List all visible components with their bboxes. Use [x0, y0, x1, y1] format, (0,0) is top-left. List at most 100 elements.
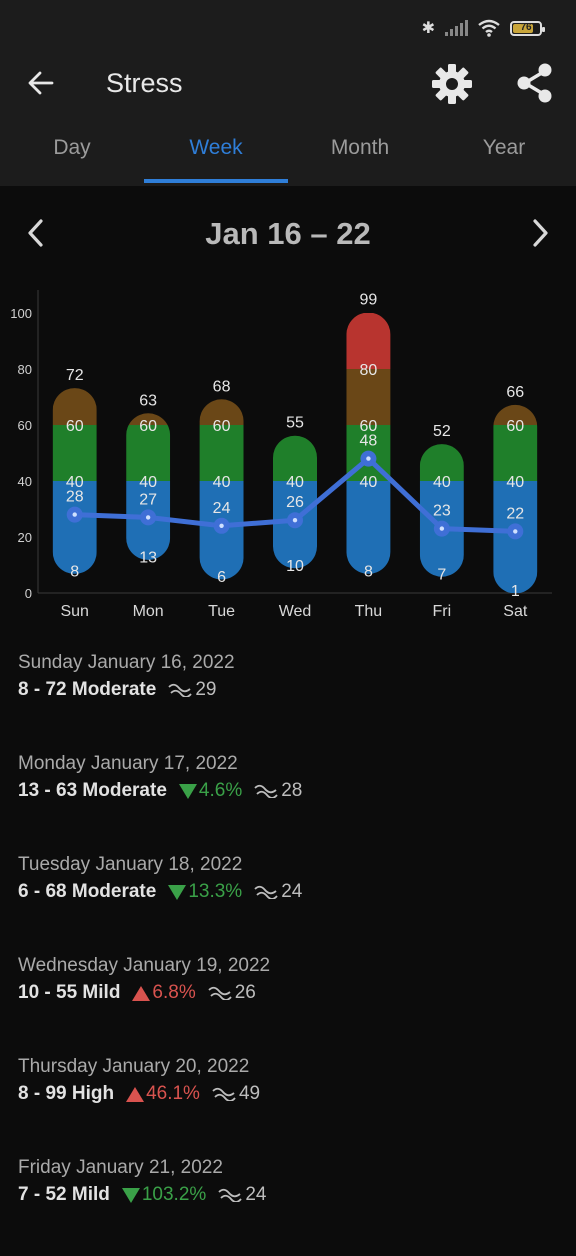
day-date: Tuesday January 18, 2022	[18, 854, 243, 875]
x-tick-label: Sun	[60, 603, 88, 620]
bar-segment	[52, 388, 97, 425]
change-percent: 6.8%	[152, 982, 196, 1003]
tab-day[interactable]: Day	[53, 136, 91, 159]
previous-week-icon[interactable]	[22, 216, 50, 250]
average-value-label: 24	[213, 500, 231, 517]
stress-bar-thu	[346, 313, 391, 574]
average-value: 28	[281, 780, 303, 801]
band-boundary-label: 40	[506, 474, 524, 491]
bar-segment	[199, 425, 244, 481]
day-range: 13 - 63 Moderate	[18, 780, 167, 801]
band-boundary-label: 40	[286, 474, 304, 491]
average-point-center	[439, 526, 445, 531]
day-date: Wednesday January 19, 2022	[18, 955, 271, 976]
date-range: Jan 16 – 22	[205, 216, 371, 251]
share-icon[interactable]	[514, 62, 556, 104]
bar-segment	[346, 369, 391, 425]
bar-segment	[493, 425, 538, 481]
tab-month[interactable]: Month	[330, 136, 390, 159]
back-arrow-icon[interactable]	[26, 68, 56, 98]
x-tick-label: Mon	[133, 603, 164, 620]
bar-segment	[346, 481, 391, 574]
next-week-icon[interactable]	[526, 216, 554, 250]
min-value-label: 8	[364, 564, 373, 581]
day-range: 8 - 99 High	[18, 1083, 115, 1104]
bar-segment	[493, 404, 538, 425]
day-stats: 8 - 99 High 46.1% 49	[18, 1080, 558, 1108]
min-value-label: 6	[217, 569, 226, 586]
day-summary-item[interactable]: Sunday January 16, 2022 8 - 72 Moderate 29	[18, 650, 558, 751]
triangle-down-icon	[178, 783, 197, 799]
bar-segment	[52, 481, 97, 574]
average-point-center	[366, 456, 371, 461]
tab-week[interactable]: Week	[189, 136, 243, 159]
change-indicator: 6.8%	[132, 979, 196, 1007]
min-value-label: 13	[139, 550, 157, 567]
max-value-label: 68	[213, 378, 231, 395]
band-boundary-label: 60	[66, 418, 84, 435]
average-value: 24	[281, 881, 303, 902]
average-indicator: 26	[208, 979, 256, 1007]
bar-segment	[126, 413, 171, 425]
x-tick-label: Sat	[503, 603, 528, 620]
change-indicator: 4.6%	[178, 777, 243, 805]
max-value-label: 99	[360, 292, 378, 309]
average-point-center	[72, 512, 77, 517]
y-tick-label: 40	[18, 474, 32, 489]
x-tick-label: Thu	[355, 603, 383, 620]
day-summary-item[interactable]: Wednesday January 19, 2022 10 - 55 Mild 6.…	[18, 953, 558, 1054]
bar-segment	[419, 444, 464, 481]
min-value-label: 1	[511, 583, 520, 600]
date-navigator: Jan 16 – 22	[0, 206, 576, 266]
max-value-label: 55	[286, 415, 304, 432]
max-value-label: 66	[506, 384, 524, 401]
max-value-label: 72	[66, 367, 84, 384]
band-boundary-label: 40	[433, 474, 451, 491]
triangle-up-icon	[132, 985, 151, 1001]
day-date: Thursday January 20, 2022	[18, 1056, 250, 1077]
average-indicator: 49	[212, 1080, 260, 1108]
day-range: 7 - 52 Mild	[18, 1184, 110, 1205]
average-value-label: 48	[360, 433, 378, 450]
page-title: Stress	[106, 68, 183, 98]
triangle-down-icon	[168, 884, 187, 900]
x-tick-label: Fri	[433, 603, 452, 620]
average-wave-icon	[254, 784, 278, 798]
active-tab-indicator	[144, 179, 288, 183]
average-indicator: 29	[168, 676, 216, 704]
band-boundary-label: 40	[66, 474, 84, 491]
day-summary-item[interactable]: Friday January 21, 2022 7 - 52 Mild 103.2%…	[18, 1155, 558, 1256]
signal-icon	[445, 20, 468, 36]
day-summary-item[interactable]: Thursday January 20, 2022 8 - 99 High 46.1…	[18, 1054, 558, 1155]
y-tick-label: 20	[18, 530, 32, 545]
bluetooth-icon: ✱	[421, 20, 435, 37]
status-bar: ✱ 76	[0, 0, 576, 58]
period-tabs: Day Week Month Year	[0, 120, 576, 186]
band-boundary-label: 60	[360, 418, 378, 435]
average-value-label: 26	[286, 494, 304, 511]
change-percent: 4.6%	[198, 780, 243, 801]
change-indicator: 103.2%	[121, 1181, 206, 1209]
x-tick-label: Tue	[208, 603, 235, 620]
day-date: Monday January 17, 2022	[18, 753, 238, 774]
average-wave-icon	[208, 986, 232, 1000]
gear-icon[interactable]	[430, 62, 474, 106]
stress-bar-wed	[273, 435, 317, 569]
y-tick-label: 0	[25, 586, 32, 601]
tab-year[interactable]: Year	[482, 136, 526, 159]
day-summary-item[interactable]: Monday January 17, 2022 13 - 63 Moderate 4…	[18, 751, 558, 852]
average-point-center	[513, 529, 518, 534]
day-summary-item[interactable]: Tuesday January 18, 2022 6 - 68 Moderate 1…	[18, 852, 558, 953]
bar-segment	[346, 313, 391, 369]
stress-bar-sun	[52, 388, 97, 574]
day-stats: 6 - 68 Moderate 13.3% 24	[18, 878, 558, 906]
day-range: 8 - 72 Moderate	[18, 679, 157, 700]
average-value: 24	[245, 1184, 267, 1205]
wifi-icon	[478, 19, 500, 37]
average-indicator: 24	[254, 878, 302, 906]
day-stats: 13 - 63 Moderate 4.6% 28	[18, 777, 558, 805]
status-icons: ✱ 76	[421, 18, 545, 38]
min-value-label: 8	[70, 564, 79, 581]
average-wave-icon	[254, 885, 278, 899]
band-boundary-label: 40	[360, 474, 378, 491]
